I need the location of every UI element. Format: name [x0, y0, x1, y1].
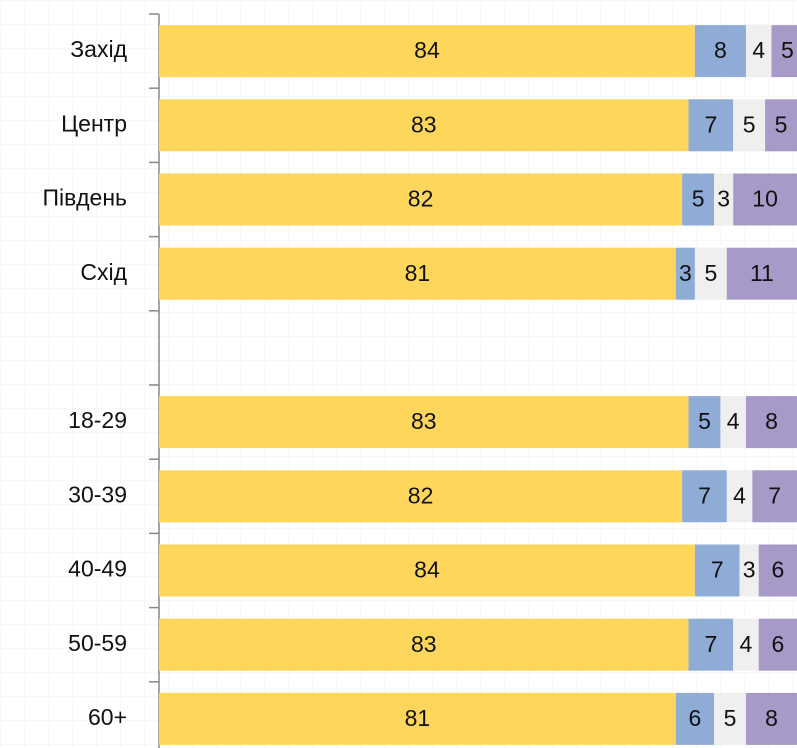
data-label: 8 — [714, 37, 727, 63]
y-tick-label: 60+ — [88, 704, 127, 730]
bar-segment — [726, 247, 797, 300]
bar-segment — [745, 692, 797, 745]
data-label: 5 — [775, 111, 788, 137]
bar-segment — [675, 692, 715, 745]
bar-segment — [694, 247, 727, 300]
bar-segment — [159, 247, 676, 300]
bar-segment — [159, 25, 695, 78]
y-tick-label: Схід — [80, 259, 127, 285]
data-label: 8 — [765, 705, 778, 731]
y-tick-label: 18-29 — [68, 407, 127, 433]
data-label: 7 — [704, 111, 717, 137]
bar-segment — [159, 470, 683, 523]
y-tick-label: Захід — [70, 36, 127, 62]
data-label: 4 — [727, 408, 740, 434]
data-label: 81 — [405, 260, 431, 286]
data-label: 3 — [717, 186, 730, 212]
bar-segment — [745, 25, 772, 78]
data-label: 7 — [768, 482, 781, 508]
data-label: 3 — [679, 260, 692, 286]
bar-segment — [159, 618, 689, 671]
bar-segment — [714, 173, 734, 226]
data-label: 81 — [405, 705, 431, 731]
y-tick-label: 30-39 — [68, 481, 127, 507]
data-label: 5 — [704, 260, 717, 286]
data-label: 82 — [408, 186, 434, 212]
bar-segment — [745, 396, 797, 449]
data-label: 5 — [781, 37, 794, 63]
bar-segment — [720, 396, 746, 449]
bar-segment — [688, 618, 734, 671]
bar-segment — [752, 470, 797, 523]
y-tick-label: 50-59 — [68, 630, 127, 656]
bar-segment — [733, 618, 759, 671]
data-label: 83 — [411, 408, 437, 434]
bar-segment — [739, 544, 759, 597]
data-label: 4 — [752, 37, 765, 63]
data-label: 7 — [704, 631, 717, 657]
data-label: 84 — [414, 37, 440, 63]
bar-segment — [682, 470, 727, 523]
data-label: 83 — [411, 631, 437, 657]
data-label: 7 — [711, 557, 724, 583]
data-label: 84 — [414, 557, 440, 583]
bar-segment — [675, 247, 695, 300]
data-label: 6 — [689, 705, 702, 731]
data-label: 5 — [743, 111, 756, 137]
bar-segment — [688, 99, 734, 152]
bar-segment — [159, 544, 695, 597]
bar-segment — [714, 692, 746, 745]
data-label: 4 — [740, 631, 753, 657]
bar-segment — [765, 99, 797, 152]
bar-segment — [688, 396, 721, 449]
data-label: 11 — [750, 260, 774, 286]
data-label: 83 — [411, 111, 437, 137]
data-label: 4 — [733, 482, 746, 508]
data-label: 5 — [724, 705, 737, 731]
bar-segment — [682, 173, 715, 226]
data-label: 5 — [698, 408, 711, 434]
data-label: 7 — [698, 482, 711, 508]
y-tick-label: 40-49 — [68, 556, 127, 582]
data-label: 6 — [771, 557, 784, 583]
bar-segment — [758, 544, 797, 597]
data-label: 10 — [752, 186, 778, 212]
data-label: 5 — [692, 186, 705, 212]
data-label: 3 — [743, 557, 756, 583]
data-label: 6 — [771, 631, 784, 657]
bar-segment — [159, 99, 689, 152]
bar-segment — [694, 544, 740, 597]
bar-segment — [733, 173, 797, 226]
bar-segment — [159, 396, 689, 449]
bar-segment — [694, 25, 746, 78]
bar-segment — [758, 618, 797, 671]
y-tick-label: Південь — [43, 185, 128, 211]
data-label: 82 — [408, 482, 434, 508]
bar-segment — [159, 692, 676, 745]
bar-segment — [771, 25, 797, 78]
bar-segment — [726, 470, 753, 523]
data-label: 8 — [765, 408, 778, 434]
y-tick-label: Центр — [61, 110, 127, 136]
bar-segment — [733, 99, 766, 152]
bar-segment — [159, 173, 683, 226]
